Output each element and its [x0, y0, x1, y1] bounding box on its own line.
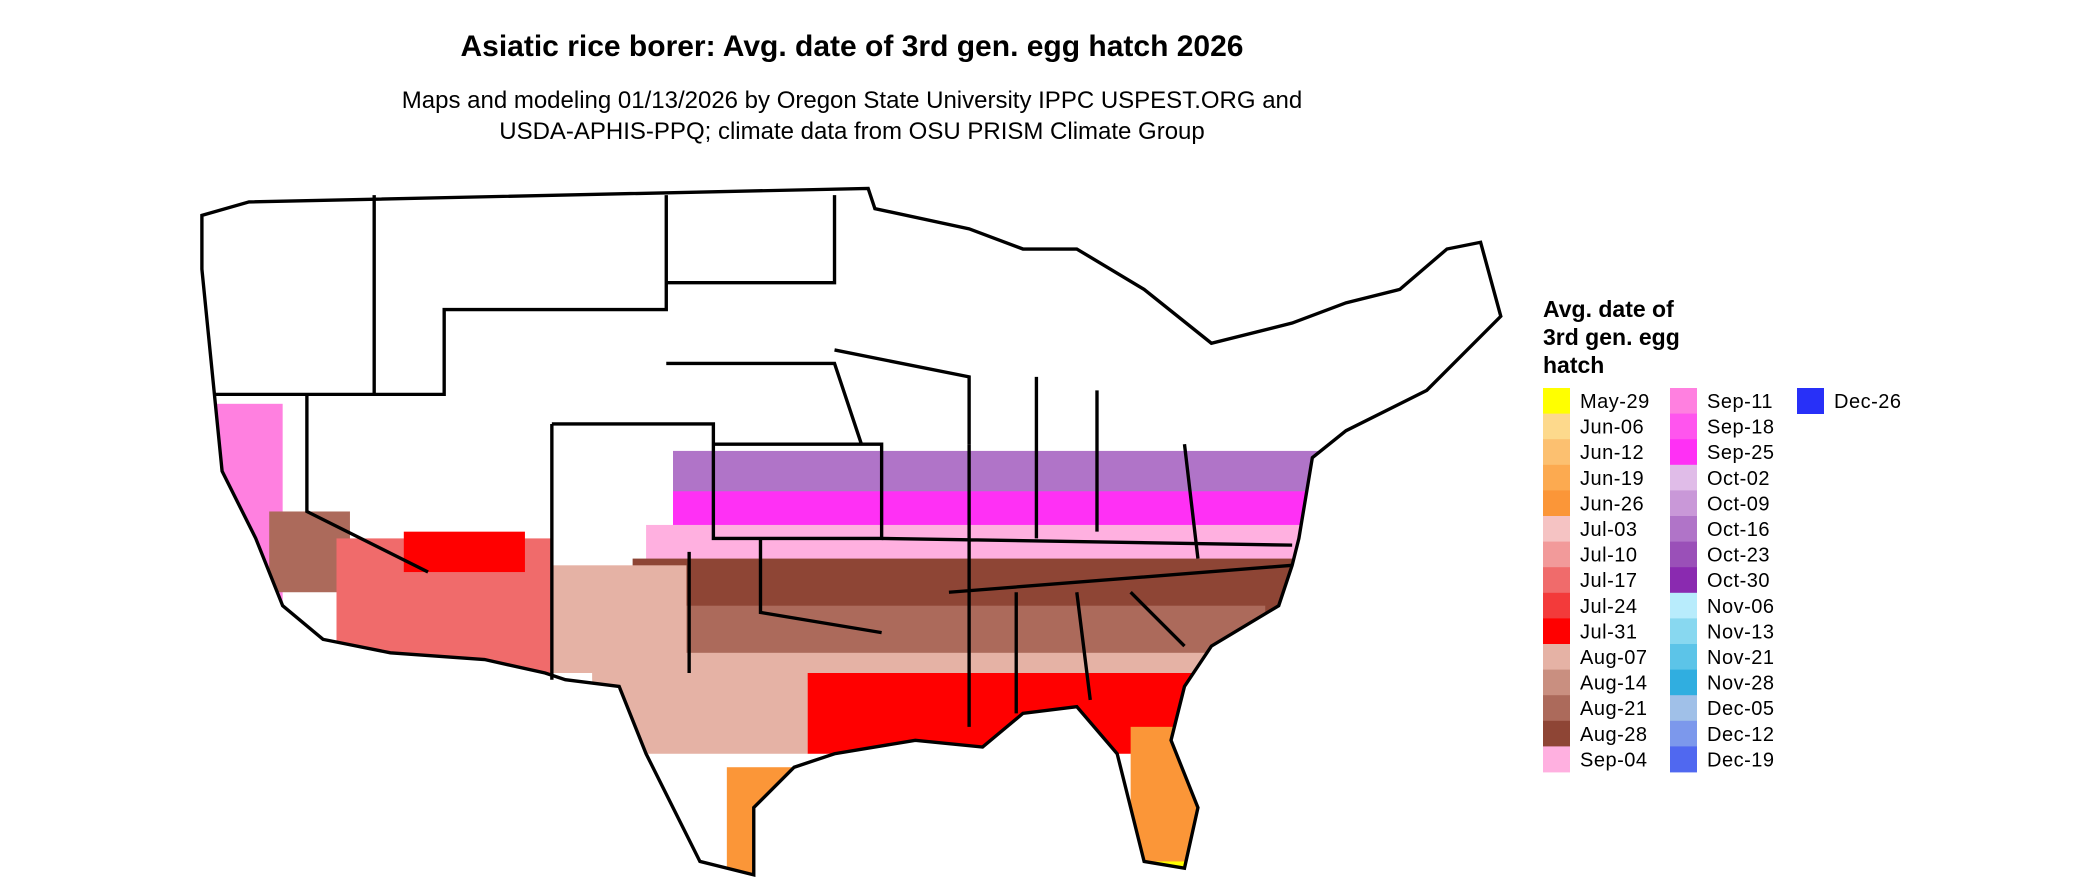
legend-label: Oct-23 [1707, 545, 1770, 567]
legend-label: Jun-12 [1580, 442, 1644, 464]
legend-swatch [1543, 618, 1570, 645]
legend: May-29 Jun-06 Jun-12 Jun-19 Jun-26 Jul-03 Jul-… [1543, 388, 1901, 773]
legend-swatch [1670, 695, 1697, 722]
legend-swatch [1670, 720, 1697, 747]
legend-swatch [1670, 439, 1697, 466]
legend-label: Dec-12 [1707, 724, 1774, 746]
legend-swatch [1670, 541, 1697, 568]
legend-swatch [1543, 669, 1570, 696]
legend-label: Nov-21 [1707, 647, 1774, 669]
legend-label: Nov-13 [1707, 621, 1774, 643]
legend-label: Aug-28 [1580, 724, 1648, 746]
legend-label: Jul-10 [1580, 545, 1637, 567]
legend-swatch [1543, 720, 1570, 747]
legend-swatch [1670, 388, 1697, 414]
legend-label: Sep-25 [1707, 442, 1775, 464]
legend-label: Jun-06 [1580, 417, 1644, 439]
legend-label: Jul-31 [1580, 621, 1637, 643]
legend-swatch [1543, 695, 1570, 722]
legend-swatch [1543, 464, 1570, 491]
legend-swatch [1543, 439, 1570, 466]
legend-swatch [1543, 746, 1570, 773]
map-subtitle: USDA-APHIS-PPQ; climate data from OSU PR… [499, 118, 1205, 145]
legend-label: Dec-26 [1834, 391, 1901, 413]
legend-label: Oct-16 [1707, 519, 1770, 541]
map-title: Asiatic rice borer: Avg. date of 3rd gen… [460, 30, 1243, 63]
legend-label: Oct-09 [1707, 493, 1770, 515]
legend-swatch [1670, 490, 1697, 517]
legend-label: Jul-24 [1580, 596, 1637, 618]
legend-swatch [1797, 388, 1824, 414]
legend-swatch [1543, 592, 1570, 619]
legend-label: Aug-07 [1580, 647, 1648, 669]
map-fill [201, 188, 1501, 875]
legend-swatch [1670, 592, 1697, 619]
legend-label: Jun-26 [1580, 493, 1644, 515]
legend-swatch [1543, 644, 1570, 670]
legend-label: Jun-19 [1580, 468, 1644, 490]
legend-swatch [1543, 388, 1570, 414]
map-subtitle: Maps and modeling 01/13/2026 by Oregon S… [402, 87, 1302, 114]
legend-label: Jul-17 [1580, 570, 1637, 592]
legend-swatch [1543, 541, 1570, 568]
legend-swatch [1670, 618, 1697, 645]
legend-label: Aug-14 [1580, 673, 1648, 695]
legend-label: Dec-05 [1707, 698, 1774, 720]
legend-swatch [1543, 413, 1570, 440]
legend-swatch [1670, 567, 1697, 594]
legend-title: Avg. date of [1543, 296, 1674, 322]
legend-swatch [1670, 746, 1697, 773]
legend-swatch [1670, 464, 1697, 491]
legend-swatch [1670, 644, 1697, 670]
legend-label: Sep-18 [1707, 417, 1775, 439]
legend-swatch [1543, 516, 1570, 542]
legend-swatch [1543, 490, 1570, 517]
legend-label: Sep-04 [1580, 749, 1648, 771]
legend-label: Oct-30 [1707, 570, 1770, 592]
state-borders [215, 195, 1293, 727]
legend-label: Nov-28 [1707, 673, 1774, 695]
legend-label: Oct-02 [1707, 468, 1770, 490]
legend-label: May-29 [1580, 391, 1650, 413]
legend-title: 3rd gen. egg [1543, 324, 1680, 350]
legend-swatch [1670, 413, 1697, 440]
us-map [200, 186, 1503, 878]
country-outline [200, 186, 1503, 878]
legend-swatch [1670, 669, 1697, 696]
legend-title: hatch [1543, 352, 1604, 378]
legend-label: Nov-06 [1707, 596, 1774, 618]
legend-swatch [1543, 567, 1570, 594]
legend-label: Sep-11 [1707, 391, 1773, 413]
legend-label: Jul-03 [1580, 519, 1637, 541]
legend-swatch [1670, 516, 1697, 542]
legend-label: Aug-21 [1580, 698, 1648, 720]
legend-label: Dec-19 [1707, 749, 1774, 771]
